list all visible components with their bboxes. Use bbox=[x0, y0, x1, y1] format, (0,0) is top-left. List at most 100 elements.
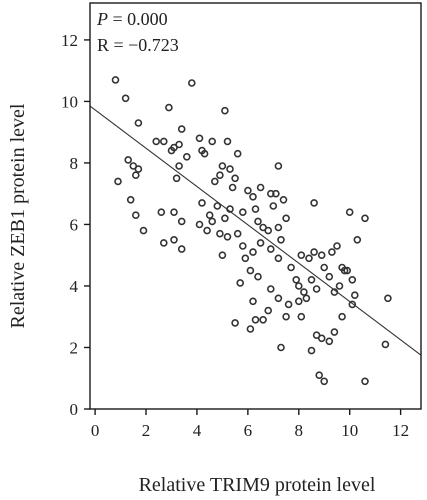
data-point bbox=[333, 242, 341, 250]
data-point bbox=[249, 248, 257, 256]
data-point bbox=[264, 306, 273, 315]
data-point bbox=[254, 272, 262, 281]
data-point bbox=[226, 165, 234, 173]
data-point bbox=[300, 288, 308, 296]
data-point bbox=[277, 343, 285, 352]
data-point bbox=[317, 251, 326, 259]
x-tick-label: 4 bbox=[193, 421, 202, 440]
data-point bbox=[241, 254, 250, 263]
data-point bbox=[274, 162, 283, 170]
r-value-annotation: R = −0.723 bbox=[97, 35, 179, 55]
p-symbol: P bbox=[96, 9, 108, 29]
data-point bbox=[348, 300, 357, 309]
data-point bbox=[320, 377, 329, 386]
x-tick-label: 0 bbox=[91, 421, 100, 440]
data-point bbox=[195, 220, 204, 229]
data-point bbox=[307, 346, 316, 355]
data-point bbox=[274, 223, 283, 232]
data-point bbox=[216, 229, 224, 238]
data-point bbox=[160, 239, 168, 247]
plot-frame bbox=[89, 2, 422, 410]
data-point bbox=[188, 79, 196, 87]
data-point bbox=[294, 297, 303, 306]
data-point bbox=[208, 217, 216, 226]
data-point bbox=[310, 248, 318, 256]
data-point bbox=[335, 282, 344, 290]
data-point bbox=[239, 242, 247, 250]
data-point bbox=[294, 282, 303, 290]
data-point bbox=[320, 263, 329, 272]
data-point bbox=[221, 214, 229, 223]
y-tick-label: 12 bbox=[61, 31, 78, 50]
data-point bbox=[292, 275, 301, 284]
data-point bbox=[381, 340, 390, 349]
data-point bbox=[384, 294, 392, 303]
data-point bbox=[249, 193, 257, 201]
data-point bbox=[233, 149, 242, 158]
data-point bbox=[183, 153, 191, 161]
data-point bbox=[213, 202, 222, 210]
y-tick-label: 4 bbox=[70, 277, 79, 296]
data-point bbox=[317, 334, 326, 343]
x-tick-label: 2 bbox=[142, 421, 151, 440]
data-point bbox=[172, 174, 181, 183]
x-tick-label: 12 bbox=[392, 421, 409, 440]
data-point bbox=[274, 294, 283, 303]
data-point bbox=[266, 189, 275, 198]
data-point bbox=[203, 226, 211, 235]
data-point bbox=[269, 202, 278, 210]
data-point bbox=[287, 263, 295, 272]
data-point bbox=[345, 208, 354, 216]
data-point bbox=[251, 205, 260, 213]
data-point bbox=[274, 254, 283, 263]
data-point bbox=[132, 211, 140, 219]
y-tick-label: 8 bbox=[70, 154, 79, 173]
data-point bbox=[198, 199, 206, 207]
data-point bbox=[343, 266, 352, 275]
x-axis-title: Relative TRIM9 protein level bbox=[139, 474, 376, 496]
data-point bbox=[246, 266, 255, 275]
data-point bbox=[307, 275, 316, 284]
data-point bbox=[297, 312, 306, 321]
data-point bbox=[325, 337, 334, 346]
data-point bbox=[236, 279, 244, 287]
data-point bbox=[266, 285, 275, 293]
data-point bbox=[124, 156, 132, 164]
data-point bbox=[175, 140, 183, 149]
data-point bbox=[170, 208, 178, 216]
data-point bbox=[279, 196, 288, 204]
data-point bbox=[177, 245, 186, 253]
data-point bbox=[266, 245, 275, 253]
data-point bbox=[249, 297, 257, 306]
data-point bbox=[312, 285, 321, 293]
data-point bbox=[305, 254, 313, 263]
data-point bbox=[361, 377, 369, 386]
y-tick-label: 0 bbox=[70, 400, 79, 419]
data-point bbox=[200, 149, 209, 158]
x-tick-label: 10 bbox=[341, 421, 358, 440]
data-point bbox=[205, 211, 214, 219]
data-point bbox=[165, 103, 173, 112]
data-point bbox=[302, 294, 311, 303]
data-point bbox=[223, 233, 232, 241]
data-point bbox=[246, 325, 255, 333]
data-point bbox=[216, 171, 224, 179]
data-point bbox=[264, 226, 273, 235]
points-layer bbox=[111, 76, 392, 386]
x-axis: 0 2 4 6 8 10 12 bbox=[91, 409, 409, 440]
data-point bbox=[338, 312, 346, 321]
data-point bbox=[239, 208, 247, 216]
data-point bbox=[111, 76, 120, 84]
p-value-annotation: P = 0.000 bbox=[96, 9, 168, 29]
data-point bbox=[134, 165, 143, 173]
data-point bbox=[170, 236, 178, 244]
data-point bbox=[350, 291, 359, 300]
data-point bbox=[254, 217, 262, 226]
data-point bbox=[231, 174, 239, 183]
data-point bbox=[256, 239, 265, 247]
data-point bbox=[284, 300, 293, 309]
data-point bbox=[211, 177, 219, 186]
data-point bbox=[272, 189, 280, 198]
